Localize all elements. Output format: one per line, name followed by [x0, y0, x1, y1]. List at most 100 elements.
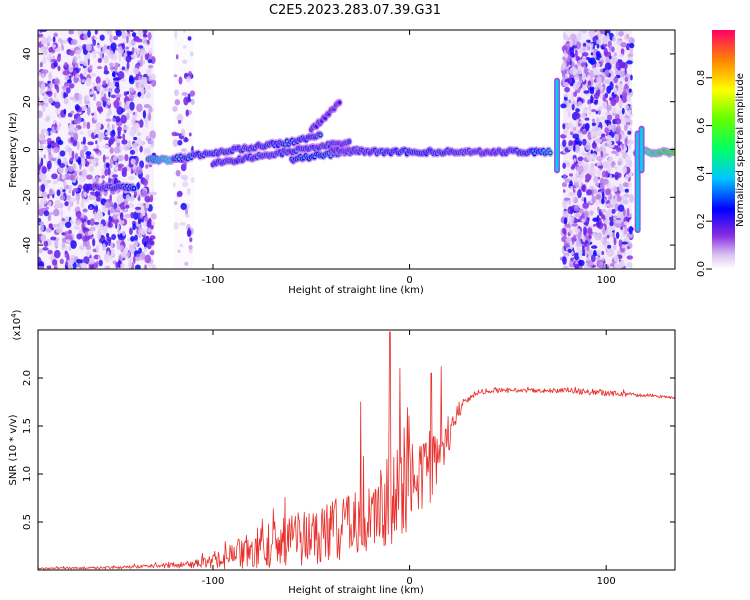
noise-speck: [583, 90, 590, 94]
noise-speck: [560, 103, 567, 109]
snr-multiplier-exp: 4: [10, 313, 18, 318]
noise-speck: [76, 141, 80, 150]
noise-speck: [179, 243, 184, 248]
noise-speck: [595, 138, 603, 144]
noise-speck: [88, 258, 95, 265]
noise-speck: [150, 249, 155, 256]
noise-speck: [68, 246, 72, 251]
noise-speck: [81, 79, 86, 83]
noise-speck: [57, 65, 61, 72]
noise-speck: [622, 208, 626, 217]
noise-speck: [591, 245, 598, 249]
noise-speck: [597, 258, 603, 266]
noise-speck: [56, 85, 60, 93]
noise-speck: [38, 155, 41, 164]
noise-speck: [56, 177, 61, 182]
noise-speck: [621, 133, 626, 142]
noise-speck: [568, 216, 575, 224]
noise-speck: [562, 189, 566, 193]
snr-y-ticks: 0.5 1.0 1.5 2.0: [22, 370, 675, 530]
snr-y-tick-label: 1.5: [22, 418, 33, 434]
noise-speck: [582, 138, 587, 146]
noise-speck: [619, 53, 624, 57]
noise-speck: [578, 250, 582, 259]
noise-speck: [41, 69, 49, 74]
noise-speck: [588, 111, 592, 116]
noise-speck: [110, 241, 113, 249]
noise-speck: [580, 46, 588, 53]
noise-speck: [104, 156, 110, 160]
snr-y-label: SNR (10 * v/v): [8, 414, 19, 485]
noise-speck: [38, 248, 43, 254]
noise-speck: [612, 215, 618, 219]
noise-speck: [102, 227, 108, 234]
noise-speck: [601, 75, 605, 81]
noise-speck: [183, 96, 189, 106]
noise-speck: [614, 194, 618, 204]
noise-speck: [562, 76, 565, 85]
noise-speck: [109, 136, 115, 143]
noise-speck: [623, 221, 629, 226]
noise-speck: [150, 213, 157, 220]
noise-speck: [564, 57, 568, 64]
noise-speck: [177, 140, 183, 146]
noise-speck: [572, 53, 575, 58]
noise-speck: [77, 156, 82, 165]
noise-speck: [573, 204, 580, 212]
noise-speck: [76, 263, 81, 268]
noise-speck: [613, 165, 616, 169]
noise-speck: [128, 87, 135, 93]
noise-speck: [91, 177, 97, 183]
noise-speck: [617, 85, 623, 95]
spike-core: [555, 79, 559, 172]
noise-speck: [72, 188, 79, 193]
noise-speck: [627, 130, 632, 135]
noise-speck: [614, 52, 617, 57]
noise-speck: [88, 165, 95, 172]
noise-speck: [622, 199, 629, 205]
noise-speck: [587, 43, 592, 47]
spectrogram-y-tick-label: 20: [22, 95, 33, 108]
noise-speck: [568, 230, 573, 235]
noise-speck: [42, 247, 49, 251]
noise-speck: [105, 162, 110, 168]
noise-speck: [59, 219, 65, 229]
noise-speck: [75, 49, 81, 56]
spectrogram-trace-layer: [91, 77, 675, 234]
noise-speck: [612, 107, 618, 112]
noise-speck: [140, 49, 147, 57]
noise-speck: [628, 88, 632, 93]
noise-speck: [587, 227, 593, 236]
noise-speck: [61, 44, 65, 51]
noise-speck: [563, 131, 568, 136]
noise-speck: [93, 221, 100, 225]
noise-speck: [109, 65, 114, 71]
noise-speck: [80, 199, 85, 209]
noise-speck: [561, 45, 568, 52]
noise-speck: [621, 244, 628, 249]
noise-speck: [134, 206, 142, 211]
noise-speck: [581, 72, 587, 81]
noise-speck: [592, 217, 599, 222]
noise-speck: [611, 55, 616, 65]
noise-speck: [588, 234, 592, 240]
noise-speck: [577, 129, 581, 134]
noise-speck: [102, 80, 107, 87]
noise-speck: [586, 259, 594, 268]
noise-speck: [177, 119, 182, 124]
noise-speck: [590, 94, 593, 104]
noise-speck: [104, 55, 109, 60]
noise-speck: [75, 95, 80, 102]
noise-speck: [561, 70, 567, 75]
noise-speck: [131, 32, 137, 38]
noise-speck: [120, 114, 127, 124]
noise-speck: [84, 221, 88, 226]
noise-speck: [615, 219, 622, 224]
noise-speck: [182, 45, 187, 49]
noise-speck: [563, 252, 570, 257]
noise-speck: [173, 74, 178, 78]
noise-speck: [59, 173, 63, 182]
noise-speck: [142, 76, 148, 83]
spectrogram-y-tick-label: 40: [22, 48, 33, 61]
noise-speck: [77, 115, 82, 124]
